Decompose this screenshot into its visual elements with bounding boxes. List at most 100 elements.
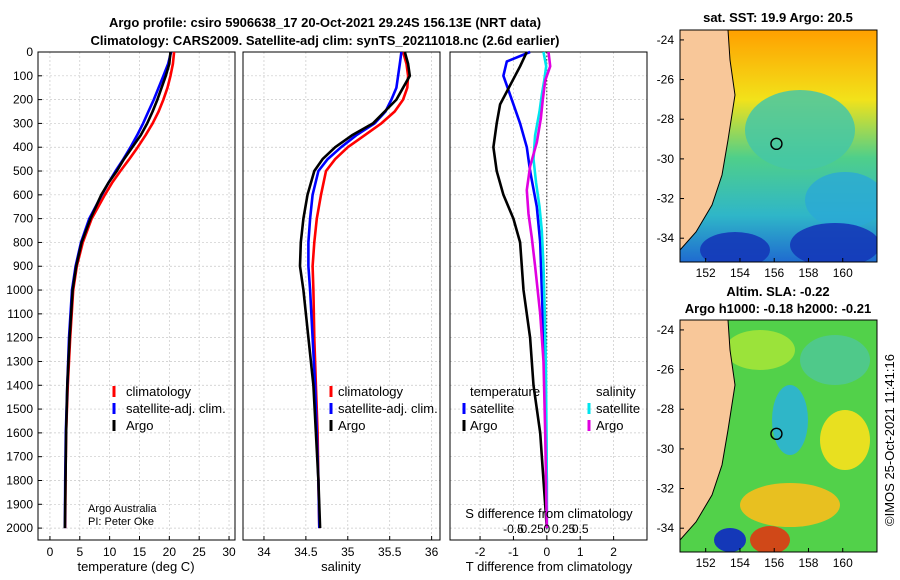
salinity-panel: 34 34.5 35 35.5 36 salinity climatology sate… bbox=[242, 51, 441, 574]
sla-ytick-label--26: -26 bbox=[657, 363, 675, 377]
sst-map-panel: sat. SST: 19.9 Argo: 20.5 152 154 156 158 16… bbox=[657, 10, 878, 280]
legend-satellite-label: satellite-adj. clim. bbox=[126, 401, 226, 416]
sla-warm-patch bbox=[740, 483, 840, 527]
xtick-label--2: -2 bbox=[475, 545, 486, 559]
ytick-label-300: 300 bbox=[13, 116, 33, 130]
sst-lon-ticks: 152 154 156 158 160 bbox=[696, 258, 853, 280]
sst-cold-patch-east bbox=[790, 223, 877, 262]
sst-xtick-label-156: 156 bbox=[764, 266, 784, 280]
legend-sal-argo-label: Argo bbox=[338, 418, 365, 433]
ytick-label-1000: 1000 bbox=[6, 283, 33, 297]
figure-title-line1: Argo profile: csiro 5906638_17 20-Oct-20… bbox=[109, 15, 541, 30]
sla-heatmap bbox=[680, 320, 877, 552]
salinity-series bbox=[298, 51, 412, 529]
sla-ytick-label--30: -30 bbox=[657, 442, 675, 456]
ytick-label-1500: 1500 bbox=[6, 402, 33, 416]
sla-ytick-label--34: -34 bbox=[657, 521, 675, 535]
ytick-label-100: 100 bbox=[13, 69, 33, 83]
xtick-label-34: 34 bbox=[257, 545, 271, 559]
t-difference-xticks: -2 -1 0 1 2 bbox=[475, 536, 617, 559]
sst-ytick-label--32: -32 bbox=[657, 192, 675, 206]
sla-xtick-label-160: 160 bbox=[833, 556, 853, 570]
salinity-xlabel: salinity bbox=[321, 559, 361, 574]
sla-lon-ticks: 152 154 156 158 160 bbox=[696, 548, 853, 570]
sst-heatmap bbox=[680, 30, 877, 262]
ytick-label-500: 500 bbox=[13, 164, 33, 178]
sst-map-frame bbox=[679, 29, 878, 263]
series-line-diff-3 bbox=[525, 51, 552, 529]
sla-cyclonic-eddy bbox=[772, 385, 808, 455]
s-difference-label: S difference from climatology bbox=[465, 506, 633, 521]
ytick-label-200: 200 bbox=[13, 93, 33, 107]
sst-ytick-label--34: -34 bbox=[657, 231, 675, 245]
sla-lat-ticks: -24 -26 -28 -30 -32 -34 bbox=[657, 323, 684, 535]
sst-lat-ticks: -24 -26 -28 -30 -32 -34 bbox=[657, 33, 684, 245]
figure-title-line2: Climatology: CARS2009. Satellite-adj cli… bbox=[91, 33, 560, 48]
xtick-label-36: 36 bbox=[425, 545, 439, 559]
legend-salinity-title: salinity bbox=[596, 384, 636, 399]
stick-label--0.25: -0.25 bbox=[516, 522, 544, 536]
sst-xtick-label-154: 154 bbox=[730, 266, 750, 280]
salinity-xticks: 34 34.5 35 35.5 36 bbox=[257, 536, 439, 559]
salinity-frame bbox=[242, 51, 441, 541]
sla-xtick-label-152: 152 bbox=[696, 556, 716, 570]
sla-argo-location-marker bbox=[770, 427, 783, 441]
ytick-label-1800: 1800 bbox=[6, 473, 33, 487]
xtick-label-25: 25 bbox=[193, 545, 207, 559]
xtick-label-34.5: 34.5 bbox=[294, 545, 318, 559]
xtick-label-1: 1 bbox=[577, 545, 584, 559]
legend-s-argo-label: Argo bbox=[596, 418, 623, 433]
sla-xtick-label-156: 156 bbox=[764, 556, 784, 570]
depth-yticks: 0 100 200 300 400 500 600 700 800 900 1000 1100 1200… bbox=[6, 45, 42, 535]
s-difference-ticks: -0.5-0.25 0 0.250.5 bbox=[503, 522, 589, 536]
sla-ytick-label--32: -32 bbox=[657, 482, 675, 496]
legend-sal-satellite-label: satellite-adj. clim. bbox=[338, 401, 438, 416]
series-line-diff-1 bbox=[492, 51, 549, 529]
sst-map-title: sat. SST: 19.9 Argo: 20.5 bbox=[703, 10, 853, 25]
ytick-label-2000: 2000 bbox=[6, 521, 33, 535]
sst-ytick-label--26: -26 bbox=[657, 73, 675, 87]
sst-ytick-label--30: -30 bbox=[657, 152, 675, 166]
legend-argo-label: Argo bbox=[126, 418, 153, 433]
difference-grid bbox=[450, 51, 647, 540]
legend-t-satellite-label: satellite bbox=[470, 401, 514, 416]
sla-ytick-label--24: -24 bbox=[657, 323, 675, 337]
xtick-label-35: 35 bbox=[341, 545, 355, 559]
sst-cold-patch-west bbox=[700, 232, 770, 262]
sla-xtick-label-158: 158 bbox=[798, 556, 818, 570]
sla-map-frame bbox=[679, 319, 878, 553]
xtick-label-10: 10 bbox=[103, 545, 117, 559]
credit-line1: Argo Australia bbox=[88, 503, 157, 515]
stick-label--0.5: -0.5 bbox=[503, 522, 524, 536]
sla-map-subtitle: Argo h1000: -0.18 h2000: -0.21 bbox=[685, 301, 871, 316]
xtick-label-2: 2 bbox=[610, 545, 617, 559]
sst-xtick-label-152: 152 bbox=[696, 266, 716, 280]
temperature-frame bbox=[37, 51, 236, 541]
sst-xtick-label-158: 158 bbox=[798, 266, 818, 280]
series-line-sal-1 bbox=[307, 51, 403, 529]
ytick-label-1600: 1600 bbox=[6, 426, 33, 440]
sla-xtick-label-154: 154 bbox=[730, 556, 750, 570]
sst-ytick-label--28: -28 bbox=[657, 112, 675, 126]
legend-temperature-title: temperature bbox=[470, 384, 540, 399]
sla-land bbox=[680, 320, 736, 541]
sst-land bbox=[680, 30, 736, 251]
timestamp-label: ©IMOS 25-Oct-2021 11:41:16 bbox=[882, 354, 897, 526]
xtick-label-0: 0 bbox=[47, 545, 54, 559]
legend-s-satellite-label: satellite bbox=[596, 401, 640, 416]
ytick-label-1400: 1400 bbox=[6, 378, 33, 392]
sla-low-patch bbox=[714, 528, 746, 552]
stick-label-0.25: 0.25 bbox=[552, 522, 576, 536]
xtick-label--1: -1 bbox=[508, 545, 519, 559]
series-line-sal-2 bbox=[298, 51, 412, 529]
xtick-label-0: 0 bbox=[543, 545, 550, 559]
t-difference-xlabel: T difference from climatology bbox=[466, 559, 633, 574]
difference-legend-temperature: temperature satellite Argo bbox=[462, 384, 540, 433]
difference-frame bbox=[449, 51, 648, 541]
ytick-label-1300: 1300 bbox=[6, 354, 33, 368]
sst-warm-core bbox=[745, 90, 855, 170]
ytick-label-800: 800 bbox=[13, 235, 33, 249]
xtick-label-20: 20 bbox=[163, 545, 177, 559]
sla-patch-1 bbox=[725, 330, 795, 370]
sla-hot-patch bbox=[750, 526, 790, 552]
